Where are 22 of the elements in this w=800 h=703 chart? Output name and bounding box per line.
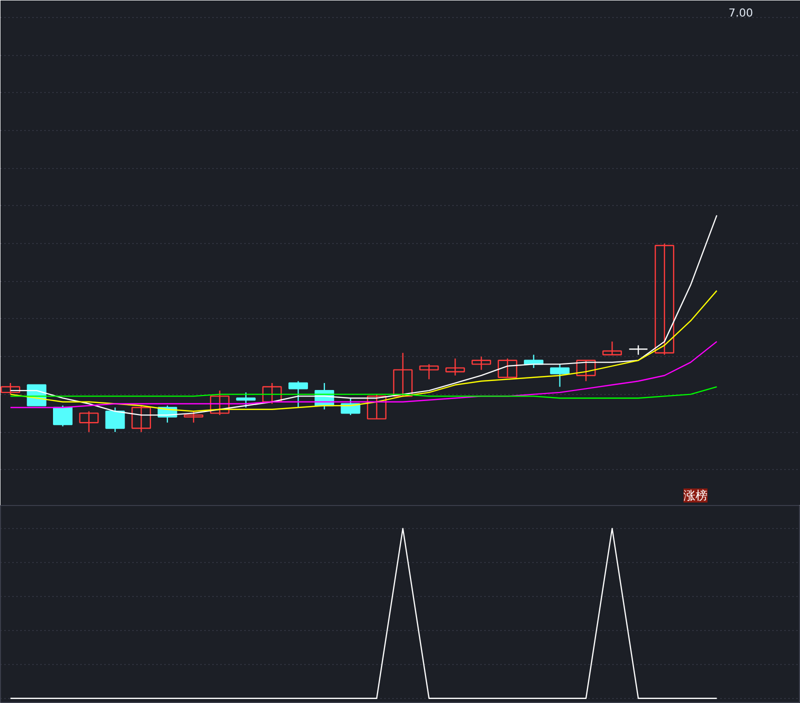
candlestick	[0, 382, 20, 395]
candlestick	[210, 390, 230, 416]
candlestick	[366, 394, 386, 420]
candlestick	[576, 360, 596, 382]
candlestick	[498, 358, 518, 378]
candlestick	[550, 364, 570, 388]
candlestick	[602, 340, 622, 356]
candlestick	[105, 406, 125, 433]
candlestick	[236, 392, 256, 408]
candlestick	[131, 405, 151, 433]
candlestick	[472, 356, 492, 370]
candlestick	[184, 410, 204, 424]
candlestick	[53, 405, 73, 427]
candlestick	[628, 344, 648, 356]
text: 7.00	[728, 6, 753, 20]
candlestick	[288, 380, 308, 408]
candlestick	[419, 364, 439, 380]
candlestick	[654, 242, 674, 356]
candlestick	[79, 410, 99, 433]
candlestick	[393, 352, 413, 397]
text: 涨榜	[684, 488, 708, 502]
candlestick	[445, 358, 465, 376]
